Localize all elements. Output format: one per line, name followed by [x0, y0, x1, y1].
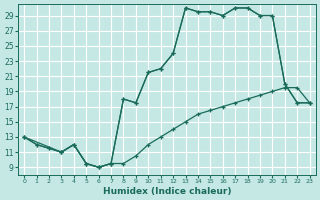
X-axis label: Humidex (Indice chaleur): Humidex (Indice chaleur): [103, 187, 231, 196]
